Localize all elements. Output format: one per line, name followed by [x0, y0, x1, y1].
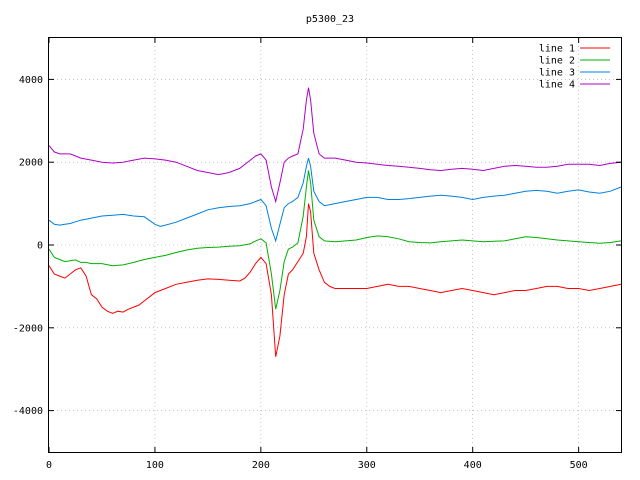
x-tick-label: 500: [570, 460, 588, 471]
legend-label-1: line 1: [539, 44, 575, 55]
x-tick-label: 0: [46, 460, 52, 471]
x-tick-label: 200: [252, 460, 270, 471]
y-tick-label: 2000: [19, 158, 43, 169]
plot-frame: [48, 37, 622, 453]
legend-label-3: line 3: [539, 68, 575, 79]
chart-title: p5300_23: [306, 14, 354, 25]
axis-ticks: 0 100 200 300 400 500 -4000 -2000 0 2000 4000: [13, 38, 621, 471]
series-line-1: [48, 203, 622, 357]
series-line-3: [48, 157, 622, 243]
series-group: [48, 87, 622, 357]
series-line-2: [48, 170, 622, 310]
legend-label-2: line 2: [539, 56, 575, 67]
legend-label-4: line 4: [539, 80, 575, 91]
grid: [49, 38, 621, 452]
x-tick-label: 400: [464, 460, 482, 471]
y-tick-label: 4000: [19, 75, 43, 86]
y-tick-label: -2000: [13, 323, 43, 334]
y-tick-label: -4000: [13, 406, 43, 417]
y-tick-label: 0: [37, 241, 43, 252]
x-tick-label: 300: [358, 460, 376, 471]
x-tick-label: 100: [146, 460, 164, 471]
series-line-4: [48, 87, 622, 204]
